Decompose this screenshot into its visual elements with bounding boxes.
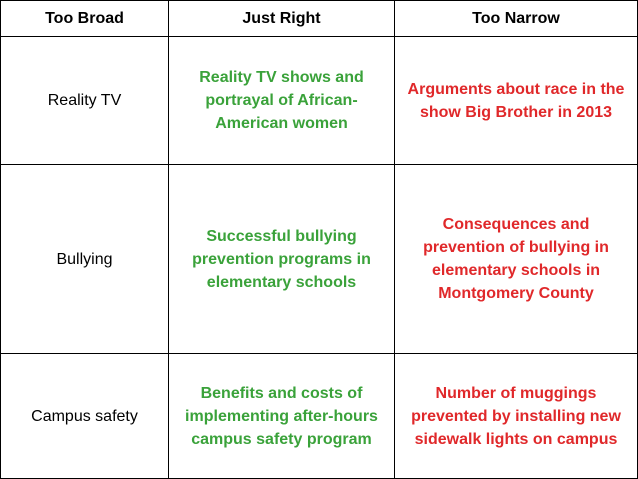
too-broad-cell: Reality TV (0, 36, 169, 165)
table-row: Reality TV Reality TV shows and portraya… (0, 36, 638, 165)
too-broad-cell: Campus safety (0, 353, 169, 479)
too-narrow-cell: Number of muggings prevented by installi… (394, 353, 638, 479)
table-row: Campus safety Benefits and costs of impl… (0, 353, 638, 479)
just-right-cell: Benefits and costs of implementing after… (168, 353, 395, 479)
too-broad-cell: Bullying (0, 164, 169, 354)
just-right-cell: Successful bullying prevention programs … (168, 164, 395, 354)
too-narrow-cell: Consequences and prevention of bullying … (394, 164, 638, 354)
header-row: Too Broad Just Right Too Narrow (0, 0, 638, 37)
header-too-narrow: Too Narrow (394, 0, 638, 37)
table-row: Bullying Successful bullying prevention … (0, 164, 638, 354)
header-too-broad: Too Broad (0, 0, 169, 37)
too-narrow-cell: Arguments about race in the show Big Bro… (394, 36, 638, 165)
header-just-right: Just Right (168, 0, 395, 37)
just-right-cell: Reality TV shows and portrayal of Africa… (168, 36, 395, 165)
